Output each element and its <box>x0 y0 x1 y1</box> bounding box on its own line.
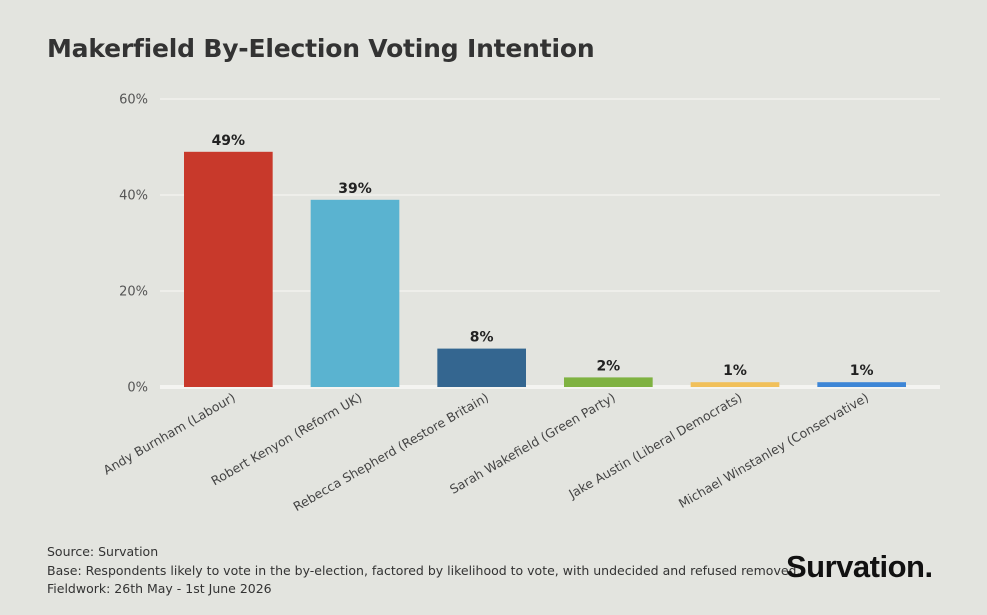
bar <box>437 348 526 387</box>
data-label: 1% <box>850 363 874 379</box>
y-tick-label: 60% <box>119 93 148 108</box>
survation-logo: Survation. <box>786 549 933 584</box>
bar <box>690 382 780 387</box>
data-label: 2% <box>596 358 620 374</box>
data-label: 8% <box>470 330 494 346</box>
gridlines <box>160 98 940 389</box>
bar-chart: 0% 20% 40% 60% 49% 39% 8% 2% 1% 1% Andy Burnham … <box>101 93 940 515</box>
y-axis: 0% 20% 40% 60% <box>119 93 148 396</box>
bar <box>817 382 906 387</box>
source-note: Source: Survation <box>47 544 159 559</box>
bar <box>310 199 400 387</box>
y-tick-label: 40% <box>119 189 148 204</box>
x-axis: Andy Burnham (Labour)Robert Kenyon (Refo… <box>101 390 872 515</box>
bars <box>184 151 906 387</box>
base-note: Base: Respondents likely to vote in the … <box>47 562 801 578</box>
data-labels: 49% 39% 8% 2% 1% 1% <box>212 133 874 379</box>
data-label: 39% <box>338 181 372 197</box>
bar <box>184 151 273 387</box>
data-label: 1% <box>723 363 747 379</box>
fieldwork-note: Fieldwork: 26th May - 1st June 2026 <box>47 581 272 596</box>
x-tick-label: Andy Burnham (Labour) <box>101 390 238 478</box>
y-tick-label: 20% <box>119 285 148 300</box>
x-tick-label: Rebecca Shepherd (Restore Britain) <box>291 390 492 515</box>
y-tick-label: 0% <box>127 381 148 396</box>
chart-title: Makerfield By-Election Voting Intention <box>47 34 595 63</box>
chart-footer: Source: Survation Base: Respondents like… <box>47 543 800 599</box>
bar <box>564 377 653 387</box>
data-label: 49% <box>212 133 246 149</box>
